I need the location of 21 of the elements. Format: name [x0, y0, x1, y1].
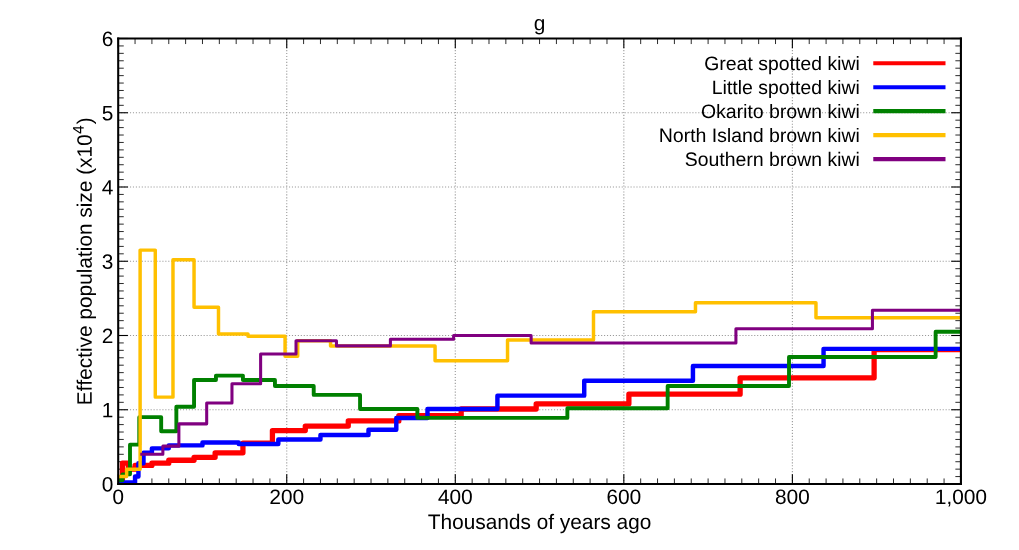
- x-tick-label: 800: [775, 489, 809, 505]
- x-tick-label: 1,000: [936, 489, 987, 507]
- legend-label: Little spotted kiwi: [713, 79, 859, 99]
- y-tick-label: 3: [102, 254, 113, 269]
- x-tick-label: 600: [607, 489, 641, 505]
- y-tick-label: 5: [102, 105, 113, 121]
- x-tick-label: 0: [113, 489, 124, 505]
- y-axis-title: Effective population size (x10$^{4}$): [73, 118, 97, 404]
- legend-label: Great spotted kiwi: [705, 56, 859, 75]
- legend-label: Southern brown kiwi: [685, 151, 859, 167]
- legend-label: North Island brown kiwi: [660, 127, 859, 143]
- x-axis-title: Thousands of years ago: [428, 513, 651, 534]
- x-tick-label: 400: [438, 489, 472, 505]
- y-tick-label: 2: [102, 328, 113, 344]
- y-tick-label: 0: [102, 477, 113, 492]
- x-tick-label: 200: [270, 489, 304, 505]
- legend-label: Okarito brown kiwi: [701, 103, 859, 119]
- chart-title: g: [534, 18, 545, 35]
- y-tick-label: 6: [102, 31, 113, 47]
- y-tick-label: 1: [103, 402, 113, 418]
- y-tick-label: 4: [102, 180, 113, 195]
